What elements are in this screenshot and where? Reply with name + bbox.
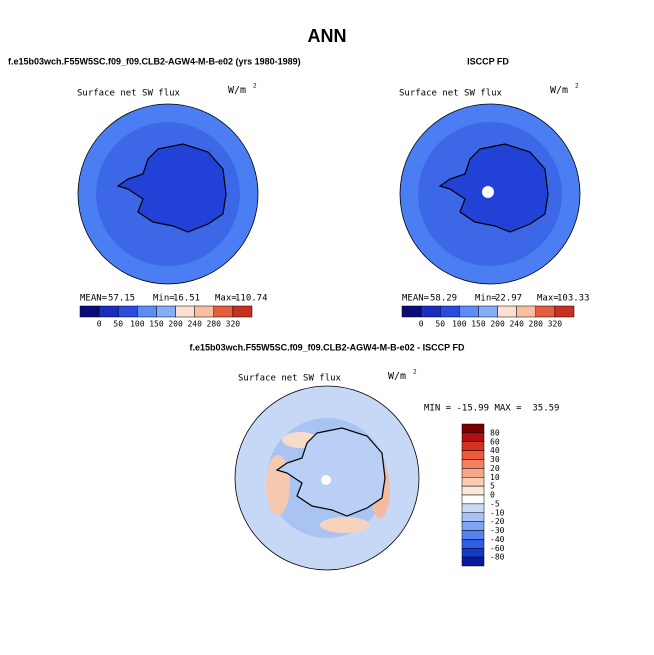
colorbar-label: -5 [490,499,500,508]
figure-title: ANN [308,26,347,46]
colorbar-box [459,305,479,318]
stat: 103.33 [557,294,590,304]
stat: MEAN= [80,294,108,304]
stat: Min= [153,294,175,304]
colorbar-box [461,441,485,451]
colorbar-label: -60 [490,544,505,553]
units: W/m [228,85,246,96]
colorbar-box [420,305,441,318]
colorbar-label: 320 [226,320,241,329]
colorbar-label: 320 [548,320,563,329]
colorbar-label: -30 [490,526,505,535]
colorbar-box [117,305,138,318]
colorbar-label: 100 [452,320,467,329]
map [77,103,259,285]
colorbar-label: 0 [97,320,102,329]
colorbar-box [232,305,253,318]
units: W/m [388,371,406,382]
colorbar-box [554,305,575,318]
colorbar-box [461,432,485,442]
colorbar-label: 150 [149,320,164,329]
map [234,385,420,571]
colorbar-box [461,485,485,496]
colorbar-box [461,468,485,478]
units-exponent: 2 [253,83,257,90]
colorbar-box [79,305,100,318]
colorbar-label: -10 [490,508,505,517]
colorbar-label: 50 [113,320,123,329]
stat: 22.97 [495,294,522,304]
colorbar-box [461,521,485,531]
colorbar-box [478,305,498,318]
colorbar-label: 20 [490,464,500,473]
colorbar-box [497,305,517,318]
units-exponent: 2 [575,83,579,90]
colorbar-box [156,305,176,318]
stat: MIN = -15.99 MAX = 35.59 [424,404,559,414]
colorbar-box [461,494,485,505]
colorbar-box [175,305,195,318]
colorbar-box [461,423,485,434]
panel-variable: Surface net SW flux [238,374,342,384]
colorbar-label: 240 [187,320,202,329]
colorbar-box [516,305,537,318]
stat: Min= [475,294,497,304]
colorbar-box [461,459,485,469]
colorbar-box [461,530,485,540]
units: W/m [550,85,568,96]
units-exponent: 2 [413,369,417,376]
colorbar-label: -80 [490,553,505,562]
colorbar-box [461,512,485,522]
colorbar-label: 200 [490,320,505,329]
colorbar-label: 40 [490,446,500,455]
colorbar-label: 280 [207,320,222,329]
colorbar-box [461,503,485,513]
colorbar-box [194,305,215,318]
colorbar-label: 60 [490,437,500,446]
colorbar-box [461,556,485,567]
colorbar-label: 280 [529,320,544,329]
colorbar-label: 50 [435,320,445,329]
colorbar-label: -40 [490,535,505,544]
colorbar-box [137,305,157,318]
stat: 58.29 [430,294,457,304]
colorbar-box [461,539,485,549]
colorbar-box [461,548,485,558]
colorbar-label: 80 [490,428,500,437]
stat: Max= [215,294,237,304]
panel-case: ISCCP FD [467,56,509,66]
colorbar-box [401,305,422,318]
difference-title: f.e15b03wch.F55W5SC.f09_f09.CLB2-AGW4-M-… [190,342,465,352]
colorbar-label: 0 [419,320,424,329]
colorbar-box [439,305,460,318]
stat: 57.15 [108,294,135,304]
panel-variable: Surface net SW flux [77,89,181,99]
stat: Max= [537,294,559,304]
colorbar-box [535,305,556,318]
colorbar-box [461,450,485,460]
colorbar-box [98,305,119,318]
map [399,103,581,285]
colorbar-label: 0 [490,491,495,500]
colorbar-label: 100 [130,320,145,329]
colorbar-label: 240 [509,320,524,329]
colorbar-label: 150 [471,320,486,329]
colorbar-label: 30 [490,455,500,464]
colorbar-label: 10 [490,473,500,482]
colorbar-box [461,477,485,487]
panel-variable: Surface net SW flux [399,89,503,99]
colorbar-label: -20 [490,517,505,526]
colorbar-label: 5 [490,482,495,491]
panel-case: f.e15b03wch.F55W5SC.f09_f09.CLB2-AGW4-M-… [8,56,301,66]
stat: 110.74 [235,294,268,304]
colorbar-label: 200 [168,320,183,329]
stat: MEAN= [402,294,430,304]
colorbar-box [213,305,234,318]
stat: 16.51 [173,294,200,304]
